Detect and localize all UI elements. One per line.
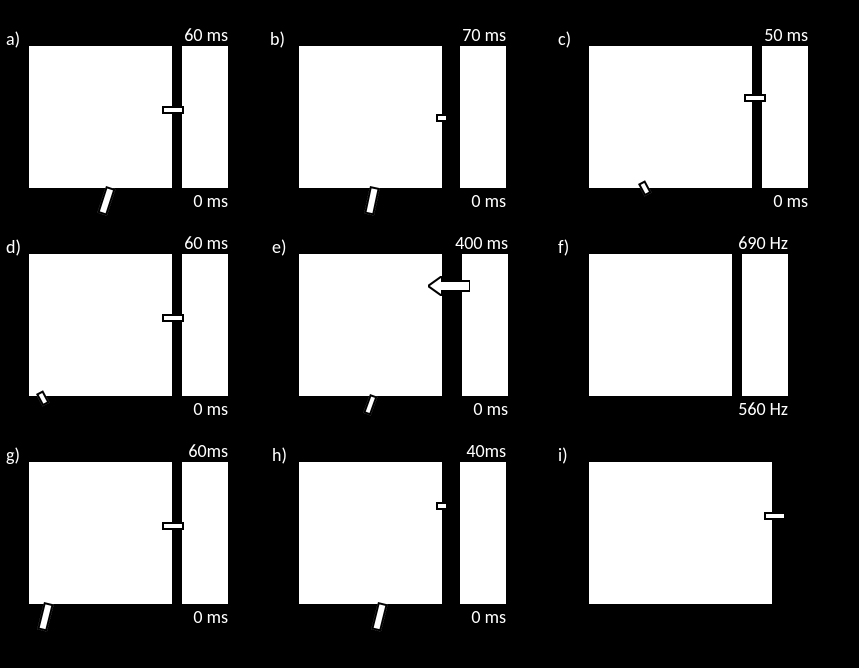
panel-b-colorbar [460, 46, 506, 188]
panel-g-letter: g) [6, 444, 20, 466]
panel-f-colorbar-top-label: 690 Hz [738, 232, 788, 254]
panel-a-colorbar-bottom-label: 0 ms [193, 190, 228, 212]
panel-c-colorbar-top-label: 50 ms [764, 24, 808, 46]
panel-d-colorbar-bottom-label: 0 ms [193, 398, 228, 420]
panel-e-letter: e) [272, 236, 286, 258]
panel-i-marker-horizontal [764, 512, 786, 520]
panel-h-colorbar [460, 462, 506, 604]
panel-d-letter: d) [6, 236, 21, 258]
panel-a-colorbar [182, 46, 228, 188]
panel-g-colorbar [182, 462, 228, 604]
panel-a-colorbar-top-label: 60 ms [184, 24, 228, 46]
panel-c-letter: c) [558, 28, 571, 50]
panel-c-colorbar-bottom-label: 0 ms [773, 190, 808, 212]
panel-h-marker-horizontal [436, 502, 448, 510]
panel-a-marker-tilted [97, 186, 115, 216]
panel-h-plot-area [299, 462, 442, 604]
panel-d-colorbar [182, 254, 228, 396]
panel-b-letter: b) [270, 28, 285, 50]
panel-h-colorbar-bottom-label: 0 ms [471, 606, 506, 628]
panel-g-colorbar-top-label: 60ms [188, 440, 228, 462]
panel-g-marker-tilted [37, 602, 53, 632]
panel-c-plot-area [589, 46, 752, 188]
panel-c-marker-horizontal [744, 94, 766, 102]
panel-e-colorbar-bottom-label: 0 ms [473, 398, 508, 420]
panel-b-colorbar-top-label: 70 ms [462, 24, 506, 46]
panel-d-colorbar-top-label: 60 ms [184, 232, 228, 254]
panel-b-marker-tilted [364, 186, 380, 215]
panel-b-colorbar-bottom-label: 0 ms [471, 190, 506, 212]
panel-e-marker-tilted [363, 394, 377, 416]
panel-a-letter: a) [6, 28, 20, 50]
panel-g-marker-horizontal [162, 522, 184, 530]
panel-c-colorbar [762, 46, 808, 188]
panel-i-letter: i) [558, 444, 568, 466]
panel-g-colorbar-bottom-label: 0 ms [193, 606, 228, 628]
panel-f-colorbar-bottom-label: 560 Hz [738, 398, 788, 420]
panel-h-colorbar-top-label: 40ms [466, 440, 506, 462]
panel-h-letter: h) [272, 444, 287, 466]
panel-e-colorbar-top-label: 400 ms [455, 232, 508, 254]
panel-f-letter: f) [558, 236, 569, 258]
panel-f-colorbar [742, 254, 788, 396]
panel-d-plot-area [29, 254, 172, 396]
panel-f-plot-area [589, 254, 732, 396]
panel-g-plot-area [29, 462, 172, 604]
panel-d-marker-horizontal [162, 314, 184, 322]
panel-a-marker-horizontal [162, 106, 184, 114]
panel-h-marker-tilted [371, 602, 387, 632]
panel-e-plot-area [299, 254, 442, 396]
panel-e-arrow-icon [428, 276, 470, 296]
panel-b-plot-area [299, 46, 442, 188]
panel-a-plot-area [29, 46, 172, 188]
panel-i-plot-area [589, 462, 772, 604]
panel-b-marker-horizontal [436, 114, 448, 122]
